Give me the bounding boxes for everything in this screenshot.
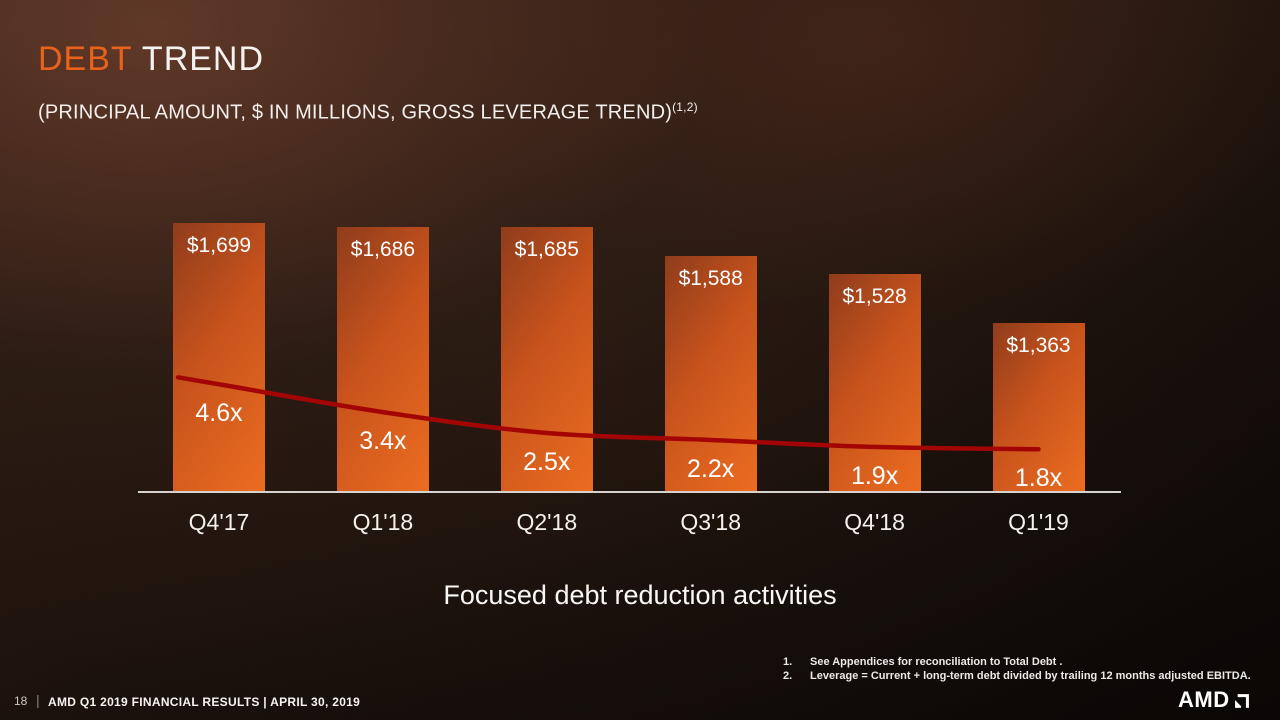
footnote-2: 2. Leverage = Current + long-term debt di… (783, 669, 1251, 683)
footnote-1-text: See Appendices for reconciliation to Tot… (810, 656, 1063, 668)
leverage-label: 2.5x (523, 448, 571, 476)
footnote-1-number: 1. (783, 656, 793, 668)
leverage-label: 2.2x (687, 454, 735, 483)
amd-arrow-icon (1234, 693, 1249, 708)
subtitle: (PRINCIPAL AMOUNT, $ IN MILLIONS, GROSS … (38, 100, 698, 125)
footer-text: AMD Q1 2019 FINANCIAL RESULTS | APRIL 30… (48, 695, 361, 709)
leverage-label: 4.6x (195, 399, 243, 428)
bar-value-label: $1,685 (514, 238, 579, 262)
x-axis-line (138, 491, 1121, 493)
bar-value-label: $1,686 (350, 237, 415, 261)
page-title: DEBT TREND (38, 40, 264, 79)
category-label: Q4'18 (844, 509, 905, 535)
debt-bar (664, 256, 757, 491)
category-label: Q1'18 (352, 509, 414, 535)
footnotes: 1. See Appendices for reconciliation to T… (783, 655, 1251, 683)
footnote-2-number: 2. (783, 670, 793, 682)
category-label: Q2'18 (516, 509, 578, 535)
page-number: 18 (14, 694, 28, 708)
leverage-label: 1.9x (850, 461, 899, 490)
category-label: Q4'17 (188, 509, 250, 535)
title-accent: DEBT (38, 40, 133, 78)
amd-wordmark: AMD (1178, 687, 1230, 712)
category-label: Q1'19 (1008, 509, 1069, 535)
footer-separator: | (36, 692, 40, 708)
footnote-1: 1. See Appendices for reconciliation to T… (783, 655, 1251, 669)
bar-value-label: $1,588 (678, 267, 743, 291)
bar-value-label: $1,363 (1006, 334, 1071, 358)
category-label: Q3'18 (680, 509, 742, 535)
leverage-label: 3.4x (359, 427, 407, 456)
debt-bar (173, 223, 265, 491)
leverage-label: 1.8x (1014, 464, 1063, 493)
bar-value-label: $1,699 (186, 234, 252, 257)
subtitle-text: (PRINCIPAL AMOUNT, $ IN MILLIONS, GROSS … (38, 101, 673, 124)
key-message: Focused debt reduction activities (443, 580, 837, 610)
bar-value-label: $1,528 (842, 284, 907, 308)
subtitle-footnote-marker: (1,2) (672, 100, 698, 114)
title-rest: TREND (141, 40, 265, 78)
footnote-2-text: Leverage = Current + long-term debt divi… (810, 670, 1251, 682)
amd-logo: AMD (1178, 687, 1250, 712)
